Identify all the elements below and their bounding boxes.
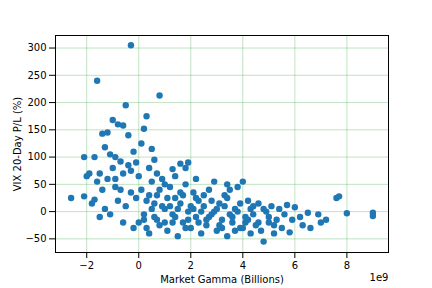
svg-text:250: 250	[27, 70, 46, 81]
svg-text:0: 0	[136, 260, 142, 271]
svg-text:6: 6	[292, 260, 298, 271]
svg-text:300: 300	[27, 42, 46, 53]
svg-text:2: 2	[188, 260, 194, 271]
svg-text:50: 50	[34, 179, 47, 190]
svg-text:150: 150	[27, 124, 46, 135]
svg-text:VIX 20-Day P/L (%): VIX 20-Day P/L (%)	[12, 97, 23, 192]
svg-text:100: 100	[27, 151, 46, 162]
svg-text:−50: −50	[25, 233, 46, 244]
svg-text:−2: −2	[79, 260, 94, 271]
svg-text:Market Gamma (Billions): Market Gamma (Billions)	[160, 274, 284, 285]
svg-text:0: 0	[40, 206, 46, 217]
svg-text:4: 4	[240, 260, 246, 271]
svg-text:200: 200	[27, 97, 46, 108]
svg-text:1e9: 1e9	[370, 272, 389, 283]
svg-text:8: 8	[344, 260, 350, 271]
